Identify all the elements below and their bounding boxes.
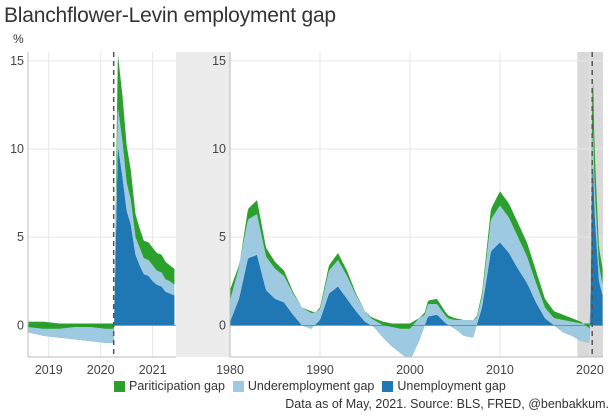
x-tick-label: 2019: [35, 363, 63, 377]
x-tick-label: 2020: [87, 363, 115, 377]
x-tick-label: 1980: [216, 363, 244, 377]
y-tick-label: 15: [10, 54, 24, 68]
x-tick-label: 1990: [306, 363, 334, 377]
legend-swatch-underemployment: [232, 380, 244, 392]
area-underemployment-gap: [230, 131, 603, 357]
chart-title: Blanchflower-Levin employment gap: [4, 4, 336, 27]
y-tick-label: 5: [17, 230, 24, 244]
full-panel: 0 5 10 15 1980 1990 2000 2010 2020: [212, 52, 604, 377]
y-tick-label: 10: [10, 142, 24, 156]
legend-swatch-unemployment: [382, 380, 394, 392]
legend-item-participation: Pariticipation gap: [114, 379, 225, 393]
legend-label-underemployment: Underemployment gap: [247, 379, 375, 393]
x-tick-label: 2010: [486, 363, 514, 377]
y-tick-label: 15: [212, 54, 226, 68]
legend-label-participation: Pariticipation gap: [129, 379, 225, 393]
area-unemployment-gap: [230, 166, 603, 357]
y-tick-label: 10: [212, 142, 226, 156]
x-tick-label: 2021: [139, 363, 167, 377]
legend-item-unemployment: Unemployment gap: [382, 379, 506, 393]
area-unemployment-gap: [28, 146, 175, 343]
y-axis-unit: %: [13, 32, 24, 46]
x-tick-label: 2020: [576, 363, 604, 377]
legend-swatch-participation: [114, 380, 125, 392]
zoom-panel: 0 5 10 15 2019 2020 2021: [10, 52, 176, 377]
y-tick-label: 0: [219, 318, 226, 332]
y-tick-label: 0: [17, 318, 24, 332]
source-note: Data as of May, 2021. Source: BLS, FRED,…: [285, 397, 609, 411]
stacked-areas: [230, 83, 603, 357]
legend-label-unemployment: Unemployment gap: [397, 379, 506, 393]
x-tick-label: 2000: [396, 363, 424, 377]
legend-item-underemployment: Underemployment gap: [232, 379, 375, 393]
y-tick-label: 5: [219, 230, 226, 244]
stacked-areas: [28, 55, 175, 343]
legend: Pariticipation gap Underemployment gap U…: [114, 378, 514, 394]
